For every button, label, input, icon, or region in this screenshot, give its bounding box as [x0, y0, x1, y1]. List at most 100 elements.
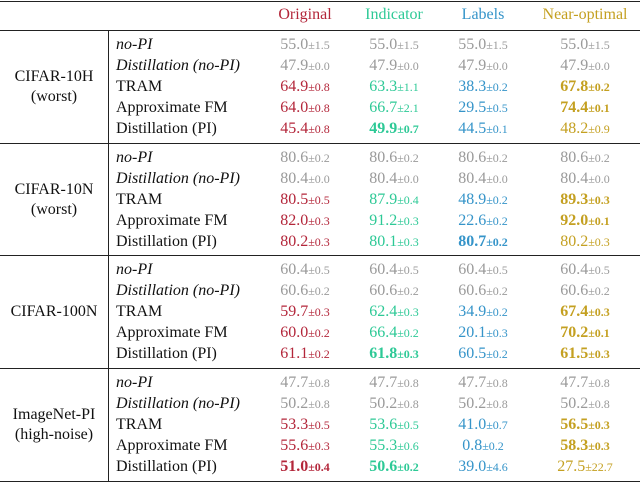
cell-std: ±0.5: [308, 263, 330, 277]
dataset-line: (worst): [30, 200, 78, 218]
cell-std: ±0.3: [588, 438, 610, 453]
column-header: Near-optimal: [542, 6, 628, 23]
cell-mean: 53.3: [280, 415, 309, 433]
cell: 53.3±0.5: [280, 415, 330, 435]
cell-mean: 47.9: [280, 57, 309, 74]
cell-mean: 47.9: [560, 57, 589, 74]
cell-std: ±0.5: [308, 417, 330, 432]
method-name: no-PI: [116, 373, 153, 391]
dataset-line: CIFAR-10N: [14, 180, 94, 198]
cell-std: ±0.3: [588, 417, 610, 432]
cell-mean: 60.6: [369, 282, 398, 299]
cell-std: ±0.0: [397, 59, 419, 73]
cell: 63.3±1.1: [369, 77, 419, 97]
cell-std: ±0.2: [486, 192, 508, 207]
cell: 0.8±0.2: [462, 436, 504, 456]
cell-mean: 41.0: [458, 415, 487, 433]
dataset-line: (worst): [30, 88, 78, 105]
cell: 91.2±0.3: [369, 211, 419, 231]
cell: 61.8±0.3: [369, 344, 419, 364]
dataset-label: CIFAR-100N: [11, 302, 98, 322]
cell-std: ±0.2: [308, 150, 330, 165]
method-name: Distillation (no-PI): [116, 394, 240, 412]
cell-mean: 49.9: [369, 120, 398, 137]
rule: [0, 367, 640, 369]
cell-std: ±1.1: [397, 80, 419, 94]
cell: 51.0±0.4: [280, 457, 330, 477]
rule: [0, 142, 640, 144]
cell-std: ±0.2: [588, 80, 610, 94]
cell: 50.2±0.8: [560, 394, 610, 414]
cell-std: ±0.2: [308, 347, 330, 361]
cell-std: ±0.0: [588, 59, 610, 73]
cell-std: ±0.2: [486, 150, 508, 165]
cell: 49.9±0.7: [369, 119, 419, 139]
cell-std: ±0.0: [308, 59, 330, 73]
cell-mean: 59.7: [280, 303, 309, 320]
cell-std: ±0.2: [486, 305, 508, 319]
cell-std: ±0.9: [588, 122, 610, 136]
method-name: TRAM: [116, 303, 163, 320]
cell-std: ±0.3: [397, 234, 419, 249]
cell: 22.6±0.2: [458, 211, 508, 231]
cell-mean: 92.0: [560, 211, 589, 229]
cell: 55.3±0.6: [369, 436, 419, 456]
cell-mean: 64.9: [280, 78, 309, 95]
cell: 60.6±0.2: [458, 281, 508, 301]
cell: 60.4±0.5: [560, 260, 610, 280]
cell-std: ±0.8: [588, 375, 610, 390]
cell: 53.6±0.5: [369, 415, 419, 435]
cell-std: ±0.2: [397, 284, 419, 298]
cell-mean: 80.1: [369, 232, 398, 250]
cell-mean: 60.4: [560, 261, 589, 278]
cell-mean: 61.8: [369, 345, 398, 362]
cell-std: ±0.8: [486, 396, 508, 411]
cell-mean: 60.6: [458, 282, 487, 299]
cell: 80.4±0.0: [280, 169, 330, 189]
cell-mean: 50.6: [369, 457, 398, 475]
cell-mean: 80.6: [369, 148, 398, 166]
cell: 80.4±0.0: [458, 169, 508, 189]
method-name: TRAM: [116, 78, 163, 95]
cell: 80.6±0.2: [560, 148, 610, 168]
cell-mean: 58.3: [560, 436, 589, 454]
cell-std: ±1.5: [588, 38, 610, 52]
cell-std: ±0.0: [397, 171, 419, 186]
cell-mean: 80.7: [458, 232, 487, 250]
cell: 47.9±0.0: [458, 56, 508, 76]
cell-mean: 39.0: [458, 457, 487, 475]
method-name: Distillation (no-PI): [116, 282, 240, 299]
method-name: TRAM: [116, 190, 163, 208]
cell: 50.6±0.2: [369, 457, 419, 477]
cell-mean: 60.4: [280, 261, 309, 278]
cell: 92.0±0.1: [560, 211, 610, 231]
cell-mean: 80.4: [458, 169, 487, 187]
cell-mean: 67.8: [560, 78, 589, 95]
cell-std: ±0.1: [588, 213, 610, 228]
cell-mean: 60.6: [280, 282, 309, 299]
cell: 60.4±0.5: [458, 260, 508, 280]
rule: [0, 255, 640, 256]
cell: 67.4±0.3: [560, 302, 610, 322]
cell-mean: 47.9: [369, 57, 398, 74]
cell: 38.3±0.2: [458, 77, 508, 97]
column-header: Indicator: [365, 6, 423, 23]
cell-mean: 60.4: [458, 261, 487, 278]
rule: [0, 1, 640, 2]
cell-std: ±0.2: [486, 284, 508, 298]
cell: 80.4±0.0: [369, 169, 419, 189]
cell-mean: 34.9: [458, 303, 487, 320]
cell-mean: 91.2: [369, 211, 398, 229]
cell: 60.6±0.2: [560, 281, 610, 301]
cell-std: ±0.8: [308, 396, 330, 411]
cell-std: ±0.5: [397, 263, 419, 277]
cell-std: ±0.5: [486, 263, 508, 277]
cell: 64.9±0.8: [280, 77, 330, 97]
cell: 66.7±2.1: [369, 98, 419, 118]
cell-std: ±0.5: [308, 192, 330, 207]
cell: 80.6±0.2: [369, 148, 419, 168]
cell-std: ±0.1: [588, 101, 610, 115]
cell: 34.9±0.2: [458, 302, 508, 322]
cell-std: ±0.0: [308, 171, 330, 186]
cell-mean: 80.4: [560, 169, 589, 187]
